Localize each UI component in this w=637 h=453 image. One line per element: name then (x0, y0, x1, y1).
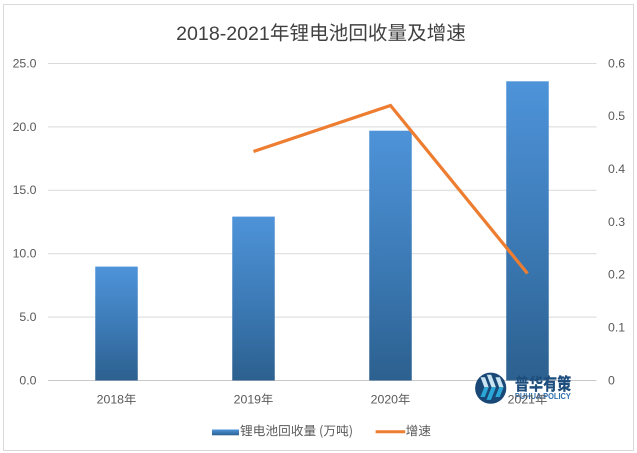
svg-text:0.1: 0.1 (608, 321, 625, 335)
svg-text:2018: 2018 (97, 393, 125, 407)
svg-text:0.5: 0.5 (608, 109, 625, 123)
svg-text:2018-2021: 2018-2021 (176, 23, 270, 45)
svg-text:0.6: 0.6 (608, 56, 625, 70)
svg-text:10.0: 10.0 (13, 247, 37, 261)
svg-text:20.0: 20.0 (13, 120, 37, 134)
svg-text:25.0: 25.0 (13, 56, 37, 70)
svg-text:2020: 2020 (371, 393, 399, 407)
svg-text:15.0: 15.0 (13, 183, 37, 197)
svg-text:0.2: 0.2 (608, 268, 625, 282)
svg-text:0: 0 (608, 373, 615, 387)
svg-text:0.3: 0.3 (608, 215, 625, 229)
svg-text:2021: 2021 (508, 393, 536, 407)
svg-text:5.0: 5.0 (19, 310, 36, 324)
svg-text:2019: 2019 (234, 393, 262, 407)
svg-text:0.0: 0.0 (19, 373, 36, 387)
svg-text:PUHUA POLICY: PUHUA POLICY (515, 391, 571, 401)
svg-text:0.4: 0.4 (608, 162, 625, 176)
